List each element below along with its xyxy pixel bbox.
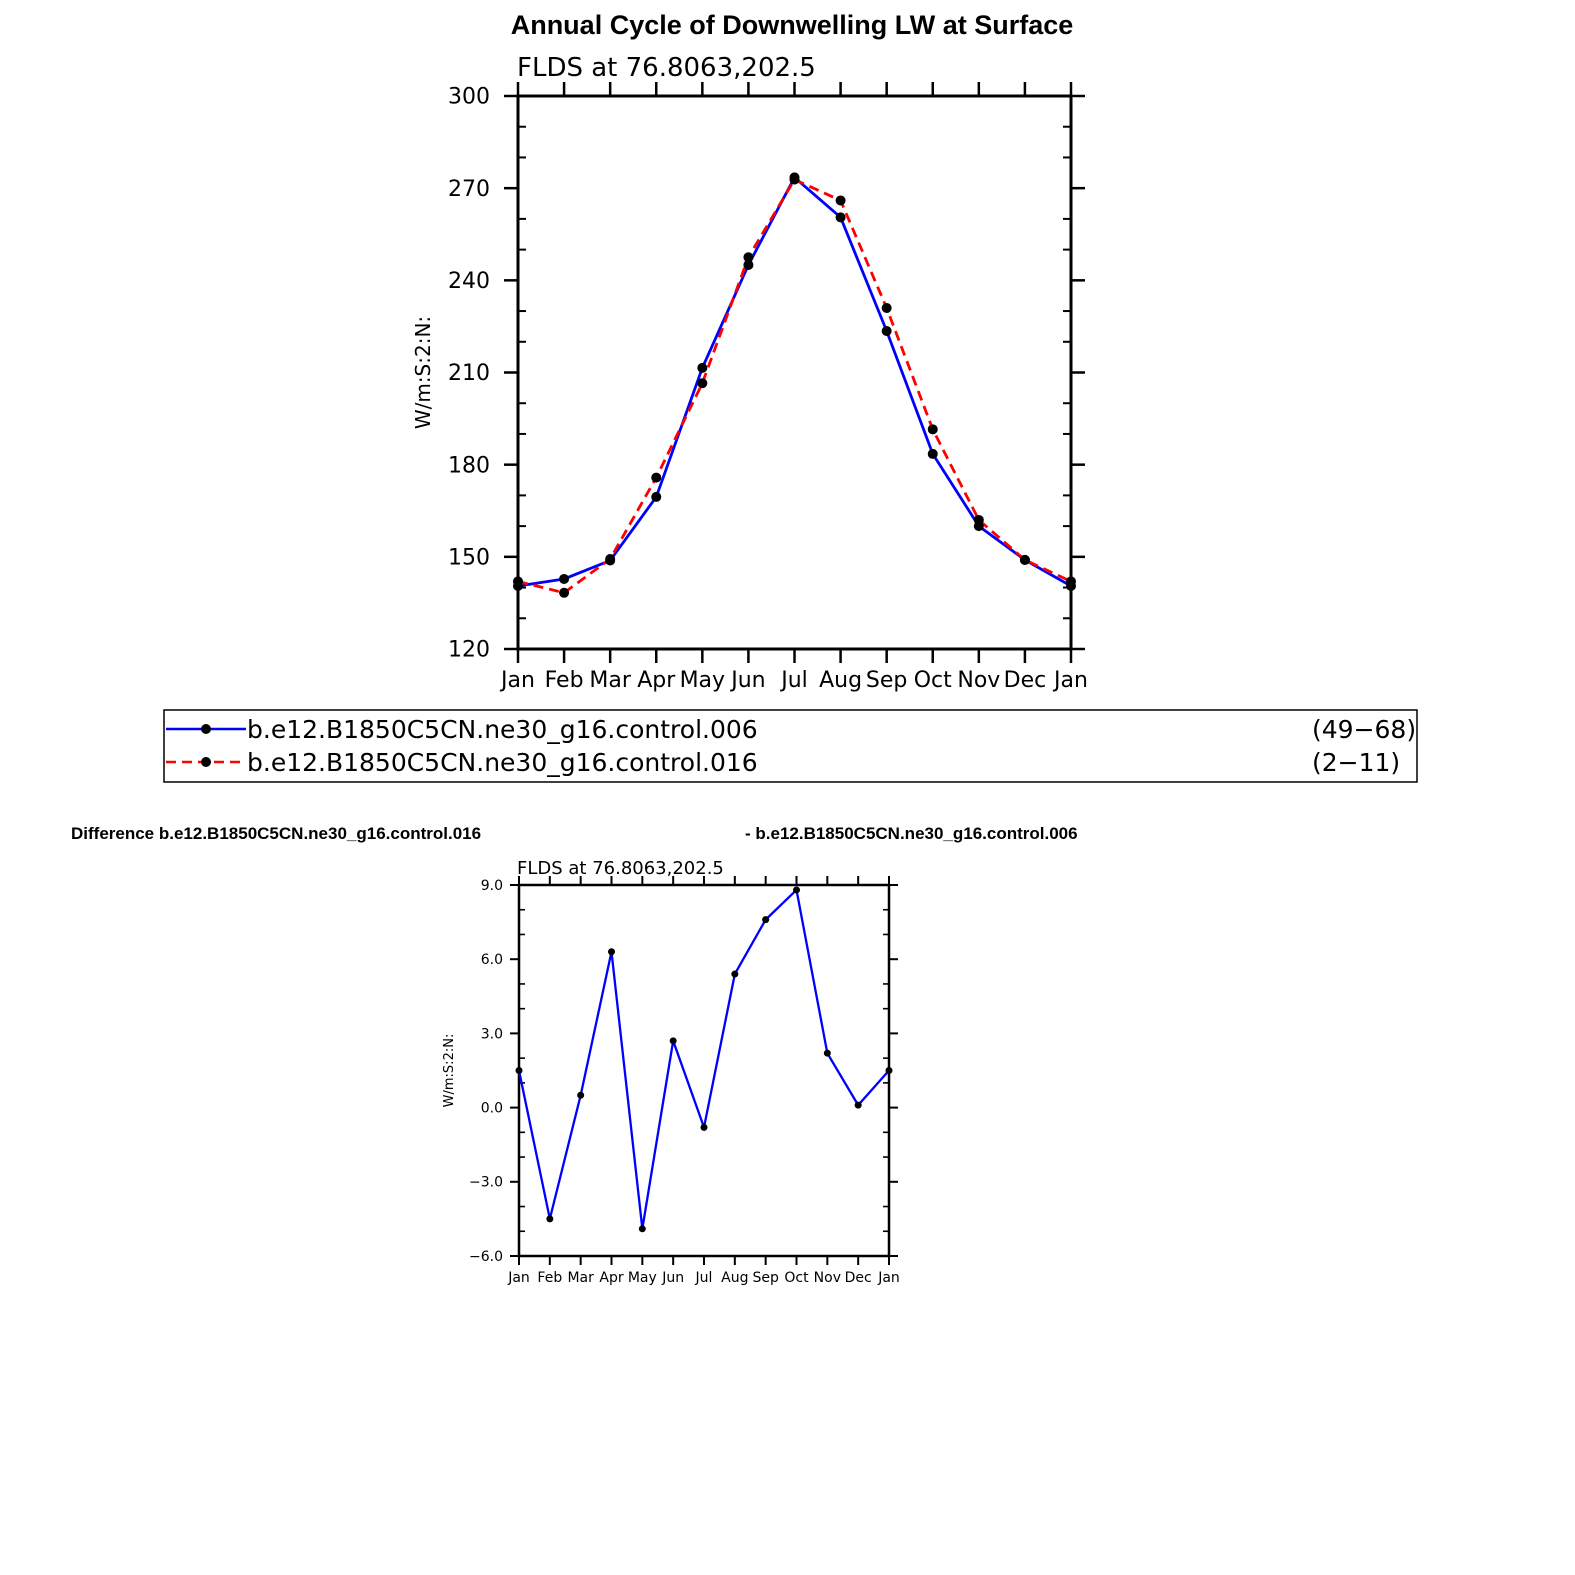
x-tick-label: Jan bbox=[507, 1270, 530, 1286]
y-tick-label: 9.0 bbox=[481, 878, 503, 894]
data-point-series-0 bbox=[638, 1225, 646, 1233]
x-tick-label: Mar bbox=[589, 668, 631, 693]
data-point-series-1 bbox=[605, 553, 616, 564]
x-tick-label: Sep bbox=[752, 1270, 779, 1286]
legend-box bbox=[163, 709, 1418, 783]
y-tick-label: 3.0 bbox=[481, 1026, 503, 1042]
annual-cycle-chart: FLDS at 76.8063,202.5 W/m:S:2:N: Jan Feb Mar… bbox=[411, 53, 1088, 693]
y-tick-label: −3.0 bbox=[469, 1175, 503, 1191]
x-tick-label: Aug bbox=[721, 1270, 748, 1286]
x-tick-label: May bbox=[680, 668, 725, 693]
x-tick-label: Dec bbox=[845, 1270, 872, 1286]
data-point-series-0 bbox=[669, 1037, 677, 1045]
series-line-0 bbox=[517, 887, 890, 1229]
data-point-series-0 bbox=[577, 1091, 585, 1099]
data-point-series-0 bbox=[793, 886, 800, 894]
legend-entry-control-006: b.e12.B1850C5CN.ne30_g16.control.006 (49… bbox=[166, 715, 1416, 744]
data-point-series-0 bbox=[927, 448, 938, 459]
data-point-series-0 bbox=[823, 1049, 831, 1057]
x-tick-label: Oct bbox=[784, 1270, 809, 1286]
data-point-series-1 bbox=[697, 378, 708, 389]
x-tick-label: Aug bbox=[819, 668, 862, 693]
legend-label-control-006: b.e12.B1850C5CN.ne30_g16.control.006 bbox=[247, 715, 758, 744]
data-point-series-0 bbox=[762, 916, 770, 924]
data-point-series-0 bbox=[731, 970, 739, 978]
chart-subtitle: FLDS at 76.8063,202.5 bbox=[517, 53, 816, 83]
legend: b.e12.B1850C5CN.ne30_g16.control.006 (49… bbox=[163, 709, 1418, 783]
x-tick-label: Feb bbox=[537, 1270, 562, 1286]
y-tick-label: 300 bbox=[448, 85, 490, 110]
figure-title: Annual Cycle of Downwelling LW at Surfac… bbox=[511, 10, 1074, 40]
legend-years-control-006: (49−68) bbox=[1312, 715, 1416, 744]
x-tick-label: Jul bbox=[779, 668, 808, 693]
x-tick-label: Apr bbox=[599, 1270, 623, 1286]
y-axis-label: W/m:S:2:N: bbox=[411, 316, 435, 429]
y-tick-label: −6.0 bbox=[469, 1249, 503, 1265]
y-tick-label: 120 bbox=[448, 638, 490, 663]
y-tick-label: 0.0 bbox=[481, 1101, 503, 1117]
legend-years-control-016: (2−11) bbox=[1312, 748, 1400, 777]
y-tick-label: 6.0 bbox=[481, 952, 503, 968]
x-tick-label: Nov bbox=[957, 668, 1000, 693]
x-tick-label: May bbox=[628, 1270, 657, 1286]
x-tick-label: Jan bbox=[877, 1270, 900, 1286]
y-tick-label: 270 bbox=[448, 177, 490, 202]
legend-entry-control-016: b.e12.B1850C5CN.ne30_g16.control.016 (2−… bbox=[166, 748, 1400, 777]
series-line-0 bbox=[517, 175, 1072, 588]
data-point-series-1 bbox=[789, 174, 800, 185]
y-tick-label: 240 bbox=[448, 269, 490, 294]
data-point-series-0 bbox=[700, 1123, 708, 1131]
data-point-series-0 bbox=[559, 573, 570, 584]
x-tick-label: Dec bbox=[1004, 668, 1047, 693]
y-tick-label: 210 bbox=[448, 361, 490, 386]
y-tick-label: 180 bbox=[448, 453, 490, 478]
legend-label-control-016: b.e12.B1850C5CN.ne30_g16.control.016 bbox=[247, 748, 758, 777]
data-point-series-0 bbox=[651, 491, 662, 502]
data-point-series-1 bbox=[513, 576, 523, 587]
legend-marker-control-016 bbox=[201, 757, 211, 767]
difference-title-right: - b.e12.B1850C5CN.ne30_g16.control.006 bbox=[745, 824, 1078, 843]
data-point-series-0 bbox=[854, 1101, 862, 1109]
data-point-series-1 bbox=[1019, 554, 1030, 565]
data-point-series-0 bbox=[835, 212, 846, 223]
legend-marker-control-006 bbox=[201, 724, 211, 734]
data-point-series-1 bbox=[743, 252, 754, 263]
x-tick-label: Jan bbox=[499, 668, 535, 693]
x-tick-label: Jan bbox=[1052, 668, 1088, 693]
data-point-series-0 bbox=[697, 362, 708, 373]
chart-subtitle: FLDS at 76.8063,202.5 bbox=[517, 858, 724, 879]
data-point-series-1 bbox=[651, 472, 662, 483]
x-tick-label: Oct bbox=[914, 668, 952, 693]
data-point-series-0 bbox=[881, 326, 892, 337]
y-tick-label: 150 bbox=[448, 546, 490, 571]
data-point-series-0 bbox=[608, 948, 615, 956]
x-tick-label: Jun bbox=[661, 1270, 684, 1286]
data-point-series-0 bbox=[743, 259, 754, 270]
data-point-series-0 bbox=[515, 1067, 523, 1074]
data-point-series-1 bbox=[881, 302, 892, 313]
x-tick-label: Apr bbox=[637, 668, 676, 693]
difference-title-left: Difference b.e12.B1850C5CN.ne30_g16.cont… bbox=[71, 824, 481, 843]
x-tick-label: Sep bbox=[866, 668, 907, 693]
data-point-series-1 bbox=[973, 514, 984, 525]
data-point-series-1 bbox=[559, 587, 570, 598]
data-point-series-0 bbox=[885, 1067, 893, 1074]
data-point-series-1 bbox=[1066, 576, 1076, 587]
data-point-series-1 bbox=[835, 195, 846, 206]
plot-frame bbox=[517, 883, 891, 1258]
data-point-series-0 bbox=[546, 1215, 554, 1223]
x-tick-label: Feb bbox=[545, 668, 584, 693]
x-tick-label: Jul bbox=[695, 1270, 713, 1286]
x-tick-label: Jun bbox=[729, 668, 765, 693]
difference-chart: FLDS at 76.8063,202.5 W/m:S:2:N: Jan Feb Mar… bbox=[442, 858, 900, 1286]
x-tick-label: Nov bbox=[814, 1270, 841, 1286]
x-tick-label: Mar bbox=[567, 1270, 594, 1286]
y-axis-label: W/m:S:2:N: bbox=[442, 1034, 457, 1108]
data-point-series-1 bbox=[927, 424, 938, 435]
series-line-1 bbox=[517, 177, 1072, 595]
